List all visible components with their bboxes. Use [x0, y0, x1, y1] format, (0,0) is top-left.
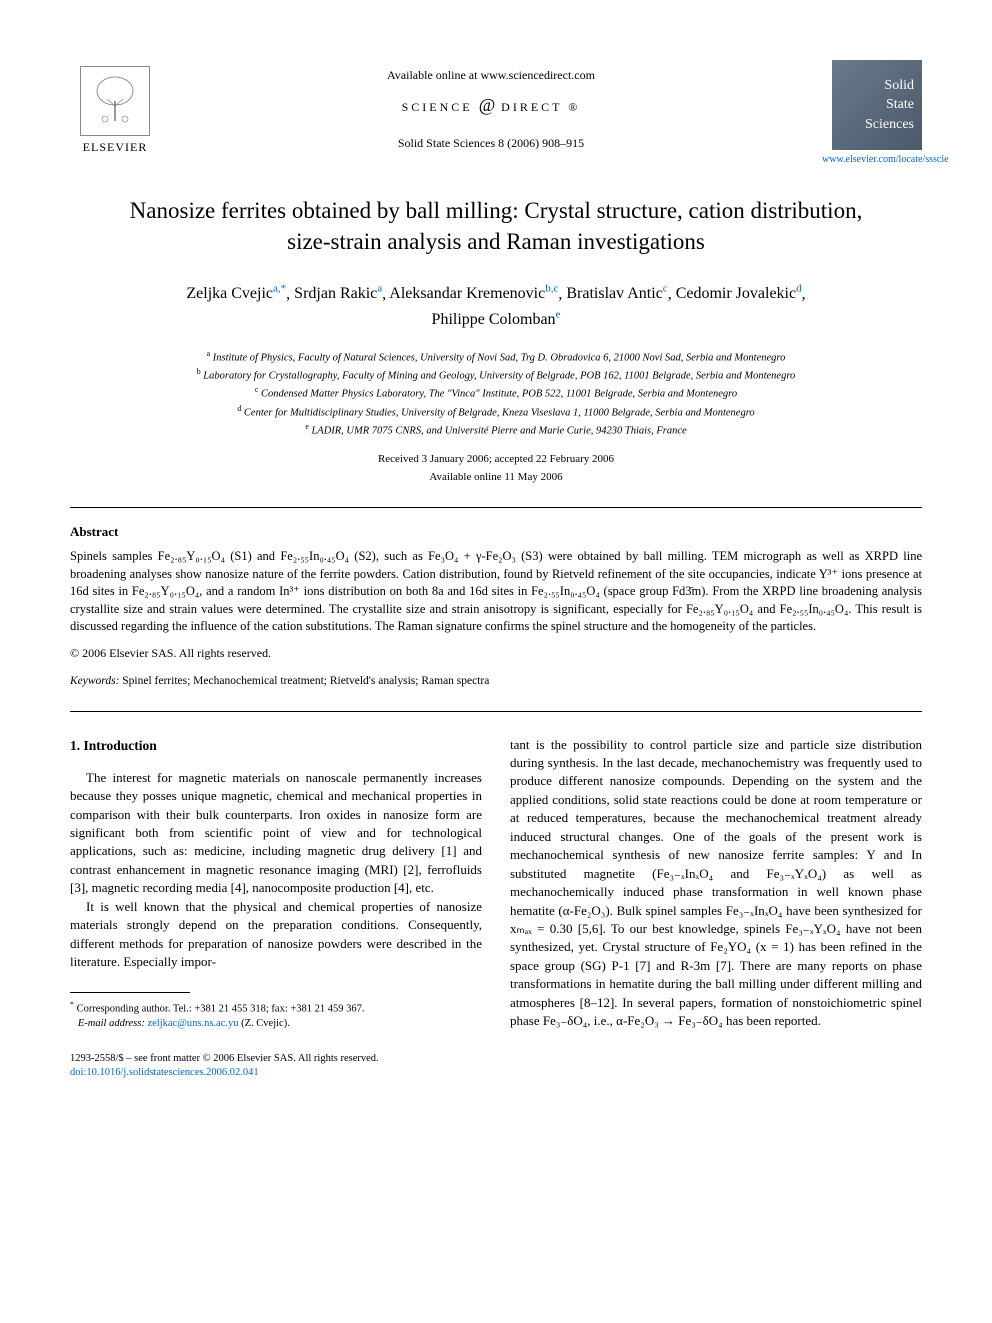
two-column-body: 1. Introduction The interest for magneti… — [70, 736, 922, 1081]
authors-block: Zeljka Cvejica,*, Srdjan Rakica, Aleksan… — [70, 281, 922, 332]
body-paragraph: The interest for magnetic materials on n… — [70, 769, 482, 898]
affiliation: b Laboratory for Crystallography, Facult… — [70, 366, 922, 384]
sss-line1: Solid — [884, 76, 914, 96]
left-column: 1. Introduction The interest for magneti… — [70, 736, 482, 1081]
header-row: ELSEVIER Available online at www.science… — [70, 60, 922, 165]
affiliation: c Condensed Matter Physics Laboratory, T… — [70, 384, 922, 402]
article-title: Nanosize ferrites obtained by ball milli… — [110, 195, 882, 257]
divider — [70, 711, 922, 712]
sss-line3: Sciences — [865, 115, 914, 135]
science-word: SCIENCE — [402, 100, 473, 114]
abstract-heading: Abstract — [70, 524, 922, 540]
author: Srdjan Rakica — [294, 285, 382, 302]
sss-line2: State — [886, 95, 914, 115]
affiliation: a Institute of Physics, Faculty of Natur… — [70, 348, 922, 366]
email-link[interactable]: zeljkac@uns.ns.ac.yu — [147, 1018, 238, 1029]
keywords-label: Keywords: — [70, 675, 119, 687]
author: Philippe Colombane — [432, 311, 561, 328]
elsevier-logo: ELSEVIER — [70, 60, 160, 160]
direct-word: DIRECT — [501, 100, 562, 114]
science-direct-logo: SCIENCE @ DIRECT ® — [160, 95, 822, 116]
center-header: Available online at www.sciencedirect.co… — [160, 60, 822, 151]
affiliations-block: a Institute of Physics, Faculty of Natur… — [70, 348, 922, 439]
journal-logo-block: Solid State Sciences www.elsevier.com/lo… — [822, 60, 922, 165]
abstract-body: Spinels samples Fe₂.₈₅Y₀.₁₅O₄ (S1) and F… — [70, 548, 922, 636]
available-online-text: Available online at www.sciencedirect.co… — [160, 68, 822, 83]
abstract-copyright: © 2006 Elsevier SAS. All rights reserved… — [70, 646, 922, 661]
right-column: tant is the possibility to control parti… — [510, 736, 922, 1081]
author: Bratislav Anticc — [566, 285, 667, 302]
elsevier-text: ELSEVIER — [83, 140, 148, 155]
asterisk-icon: * — [70, 1000, 74, 1009]
sd-at-symbol: @ — [479, 95, 496, 115]
email-attribution: (Z. Cvejic). — [241, 1018, 290, 1029]
section-heading: 1. Introduction — [70, 736, 482, 755]
corresponding-footnote: * Corresponding author. Tel.: +381 21 45… — [70, 999, 482, 1032]
journal-reference: Solid State Sciences 8 (2006) 908–915 — [160, 136, 822, 151]
body-paragraph: tant is the possibility to control parti… — [510, 736, 922, 1031]
available-online-date: Available online 11 May 2006 — [70, 471, 922, 483]
affiliation: d Center for Multidisciplinary Studies, … — [70, 403, 922, 421]
journal-url[interactable]: www.elsevier.com/locate/ssscie — [822, 154, 922, 165]
footnote-separator — [70, 992, 190, 993]
doi-link[interactable]: doi:10.1016/j.solidstatesciences.2006.02… — [70, 1066, 482, 1081]
sd-arrow: ® — [568, 100, 580, 114]
divider — [70, 507, 922, 508]
received-accepted-date: Received 3 January 2006; accepted 22 Feb… — [70, 453, 922, 465]
issn-line: 1293-2558/$ – see front matter © 2006 El… — [70, 1052, 482, 1067]
keywords-line: Keywords: Spinel ferrites; Mechanochemic… — [70, 675, 922, 687]
author: Zeljka Cvejica,* — [186, 285, 286, 302]
author: Aleksandar Kremenovicb,c — [389, 285, 558, 302]
corresponding-text: Corresponding author. Tel.: +381 21 455 … — [77, 1003, 365, 1014]
email-label: E-mail address: — [78, 1018, 145, 1029]
author: Cedomir Jovalekicd — [676, 285, 802, 302]
footer-block: 1293-2558/$ – see front matter © 2006 El… — [70, 1052, 482, 1081]
sss-logo-box: Solid State Sciences — [832, 60, 922, 150]
keywords-text: Spinel ferrites; Mechanochemical treatme… — [122, 675, 489, 687]
body-paragraph: It is well known that the physical and c… — [70, 898, 482, 972]
elsevier-tree-icon — [80, 66, 150, 136]
affiliation: e LADIR, UMR 7075 CNRS, and Université P… — [70, 421, 922, 439]
